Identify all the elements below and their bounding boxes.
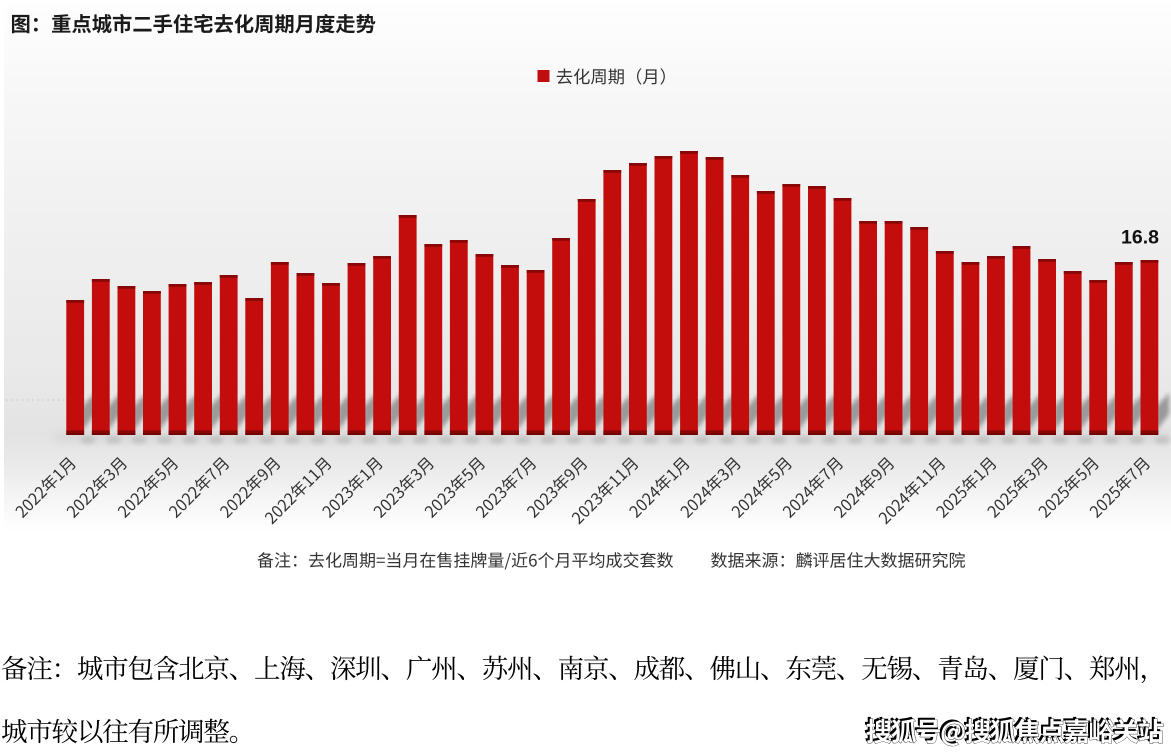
svg-text:16.8: 16.8 <box>1121 227 1159 249</box>
